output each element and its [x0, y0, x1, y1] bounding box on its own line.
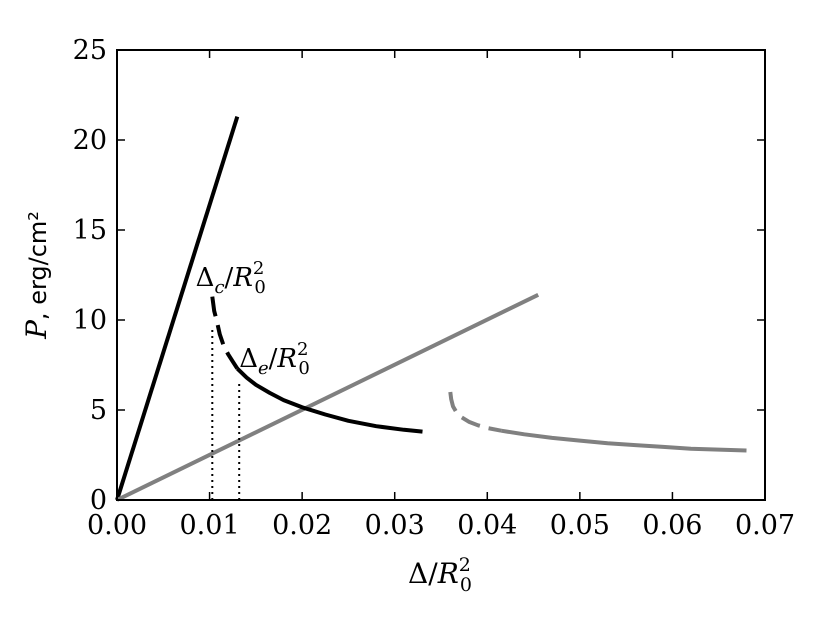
x-tick-label: 0.04 — [457, 510, 517, 541]
series-line-3 — [235, 367, 423, 434]
series-line-0 — [115, 116, 240, 501]
annotation-e: Δe/R2 0 — [239, 339, 310, 379]
y-tick-label: 15 — [73, 215, 107, 246]
x-tick-label: 0.03 — [365, 510, 425, 541]
y-tick-label: 20 — [73, 125, 107, 156]
annotations: Δc/R2 0 Δe/R2 0 — [196, 258, 310, 379]
x-tick-label: 0.00 — [87, 510, 147, 541]
series-line-5 — [500, 428, 747, 453]
x-tick-label: 0.07 — [735, 510, 795, 541]
plot-area — [115, 116, 747, 502]
y-tick-label: 0 — [90, 485, 107, 516]
y-tick-label: 25 — [73, 35, 107, 66]
series-line-4 — [448, 391, 502, 433]
axes-frame — [116, 49, 766, 501]
y-tick-label: 10 — [73, 305, 107, 336]
x-tick-label: 0.01 — [180, 510, 240, 541]
annotation-c: Δc/R2 0 — [196, 258, 266, 298]
y-axis-label: P, erg/cm² — [20, 211, 53, 340]
x-tick-label: 0.06 — [642, 510, 702, 541]
series-line-1 — [116, 293, 540, 502]
series-line-2 — [210, 296, 239, 370]
x-axis-label: Δ/R2 0 — [408, 554, 472, 596]
y-tick-label: 5 — [90, 395, 107, 426]
x-tick-label: 0.02 — [272, 510, 332, 541]
ticks: 0.00 0.01 0.02 0.03 0.04 0.05 0.06 0.07 0 5 10 15 20… — [73, 35, 795, 541]
axes — [116, 49, 766, 501]
x-tick-label: 0.05 — [550, 510, 610, 541]
